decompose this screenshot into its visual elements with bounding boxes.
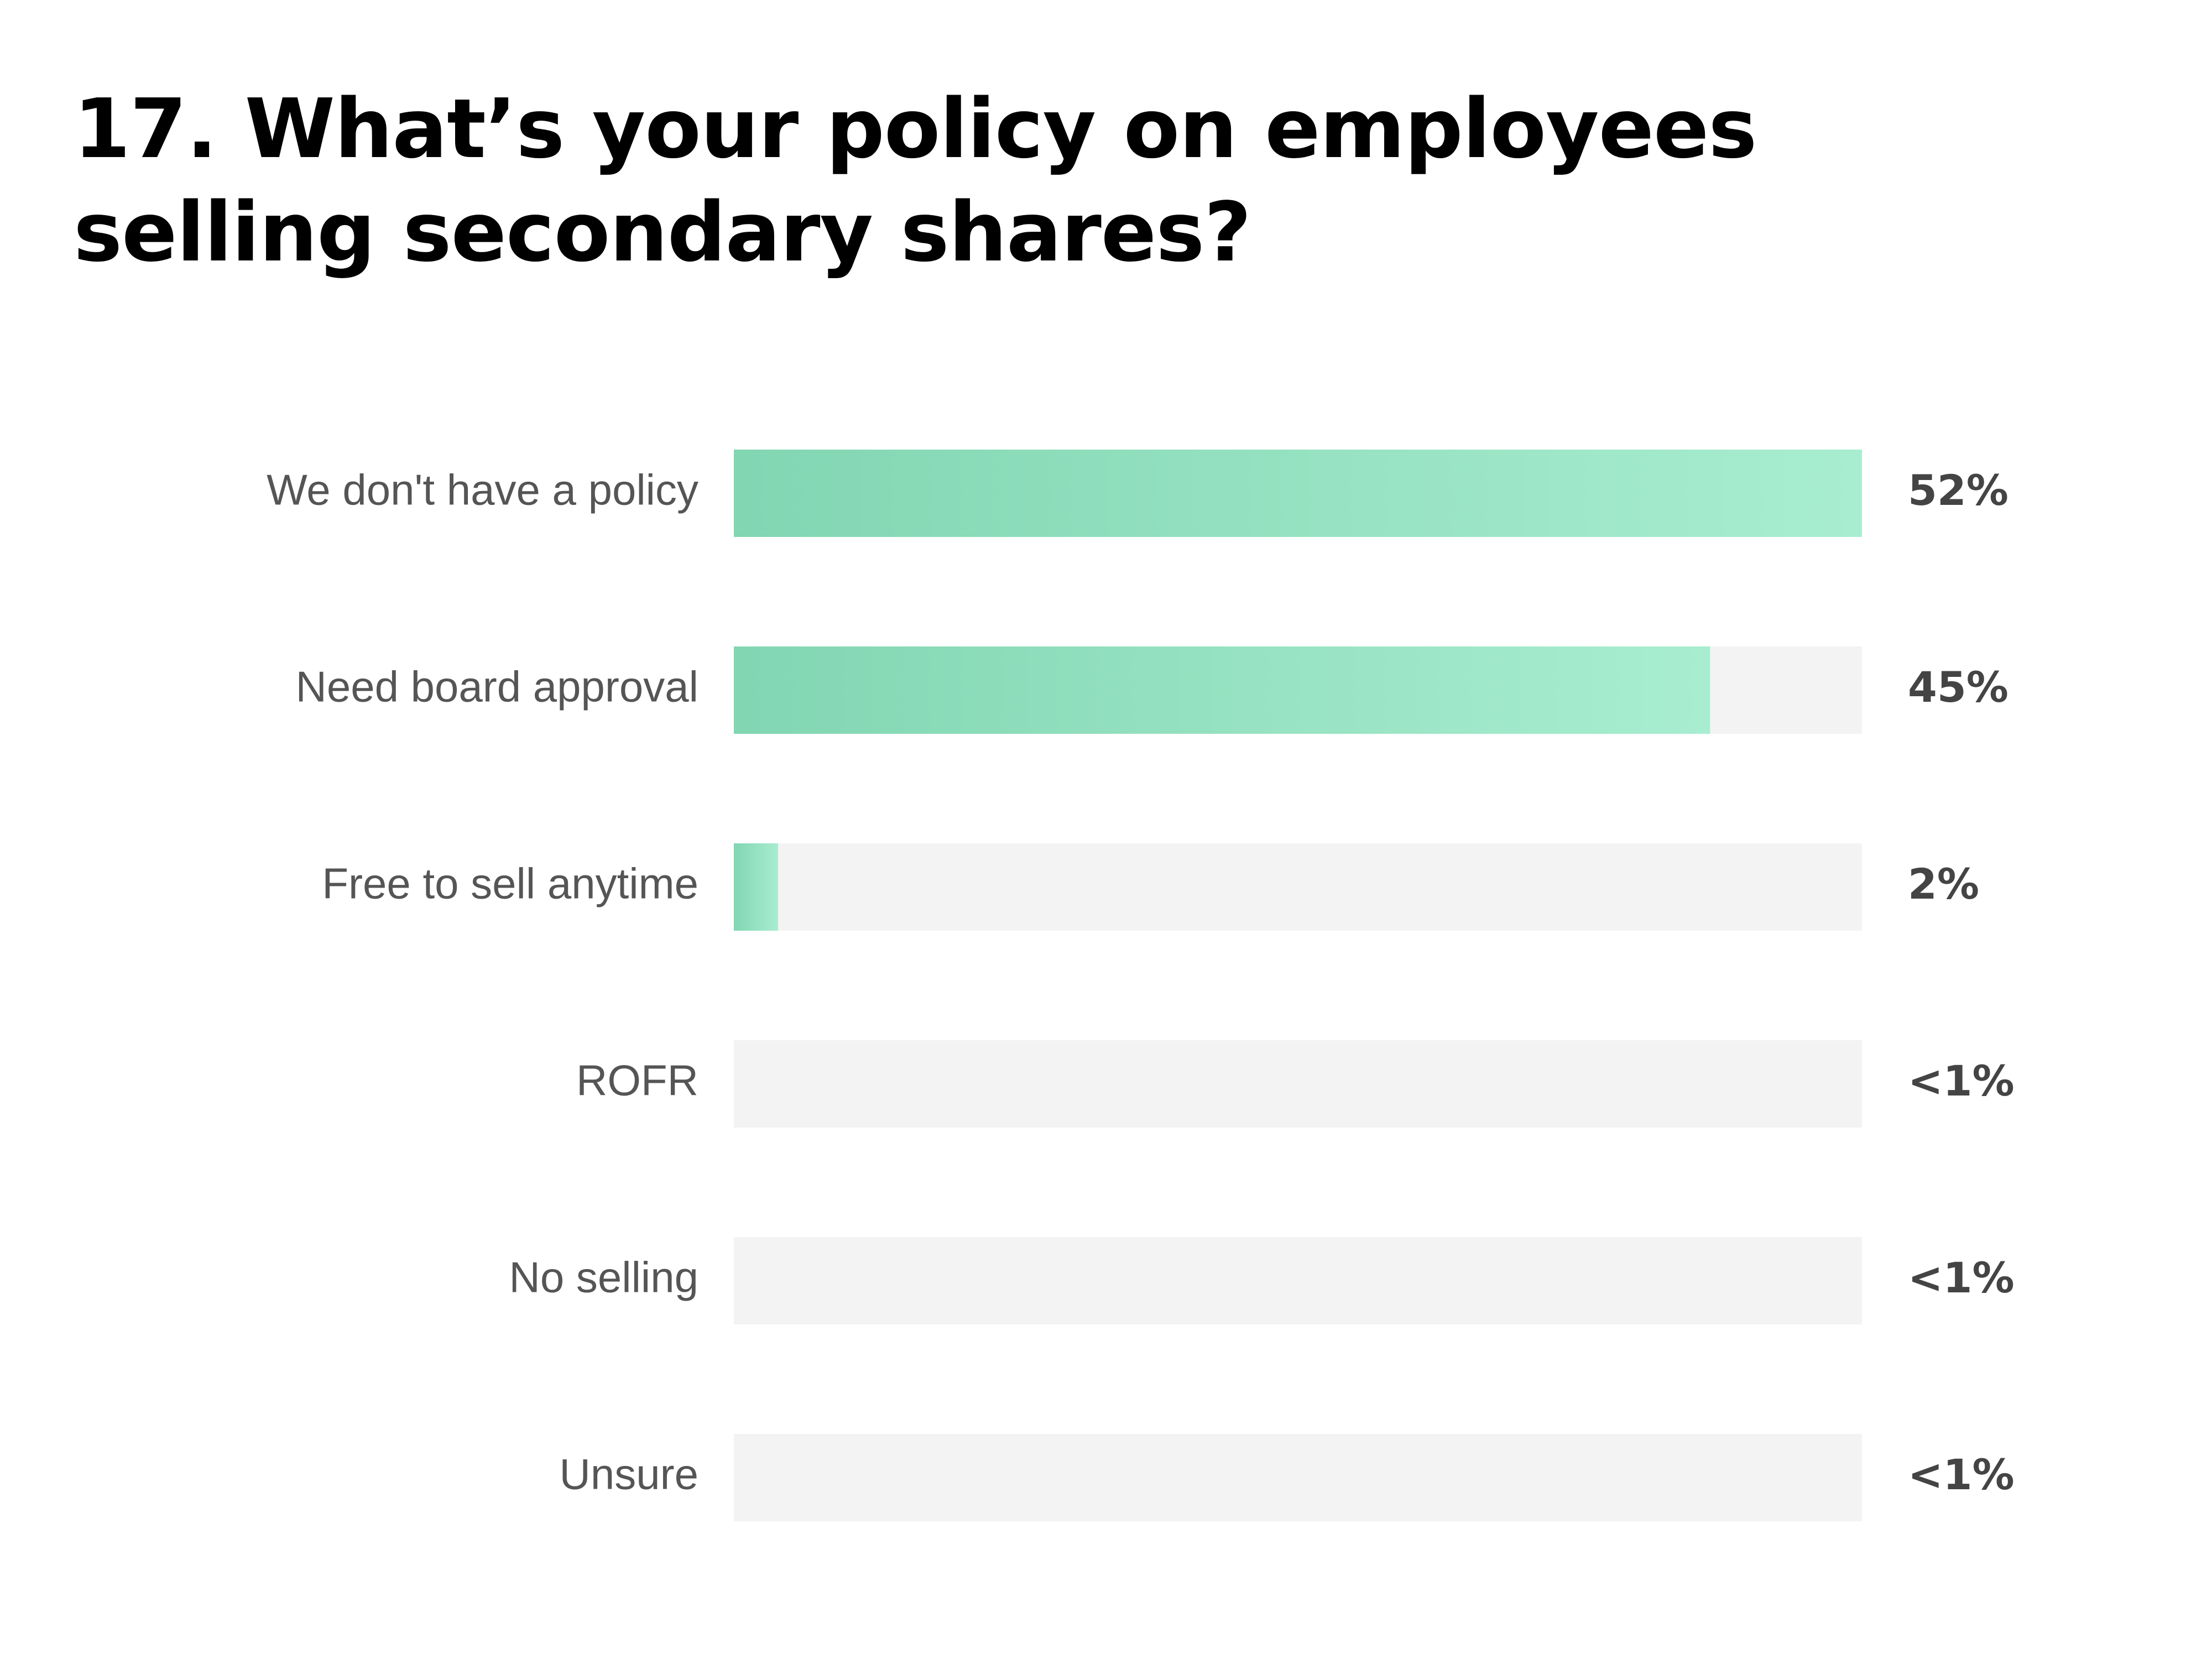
value-label: <1% [1908, 1253, 2015, 1302]
value-label: 52% [1908, 466, 2008, 515]
chart-body: We don't have a policy 52% Need board appr… [267, 450, 2015, 1521]
bar-track [734, 1040, 1862, 1128]
value-label: <1% [1908, 1056, 2015, 1105]
bar [734, 646, 1710, 734]
bar-track [734, 1237, 1862, 1324]
category-label: No selling [509, 1253, 698, 1302]
category-label: Need board approval [295, 662, 698, 711]
category-label: We don't have a policy [267, 466, 698, 514]
bar-track [734, 1434, 1862, 1521]
category-label: Unsure [560, 1450, 698, 1499]
bar [734, 450, 1862, 537]
chart-title: 17. What’s your policy on employees sell… [74, 81, 1757, 280]
bar-track [734, 843, 1862, 931]
value-label: <1% [1908, 1450, 2015, 1499]
category-label: ROFR [576, 1056, 698, 1105]
category-label: Free to sell anytime [322, 859, 698, 908]
value-label: 45% [1908, 662, 2008, 712]
value-label: 2% [1908, 859, 1979, 909]
bar [734, 843, 778, 931]
